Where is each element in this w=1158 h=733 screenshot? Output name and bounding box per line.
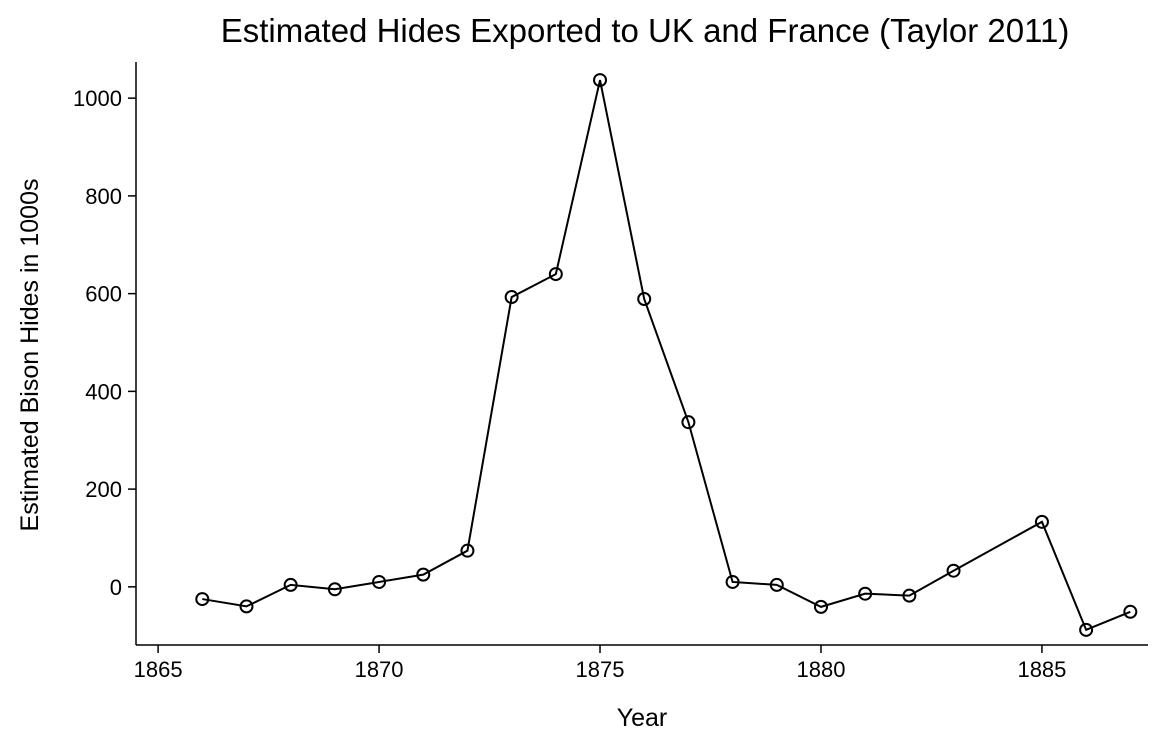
point [239, 599, 254, 614]
x-tick-label: 1875 [576, 657, 625, 682]
x-tick-label: 1865 [134, 657, 183, 682]
point [858, 586, 873, 601]
point [593, 73, 608, 88]
y-tick-label: 200 [85, 477, 122, 502]
x-axis-label: Year [617, 704, 668, 732]
chart-title: Estimated Hides Exported to UK and Franc… [221, 12, 1070, 49]
point [195, 592, 210, 607]
point [769, 577, 784, 592]
point [681, 415, 696, 430]
point [416, 567, 431, 582]
point [902, 588, 917, 603]
x-tick-label: 1880 [797, 657, 846, 682]
y-tick-label: 1000 [73, 86, 122, 111]
point [460, 543, 475, 558]
point [1034, 514, 1049, 529]
y-tick-label: 600 [85, 282, 122, 307]
point [372, 574, 387, 589]
x-tick-label: 1870 [355, 657, 404, 682]
point [283, 577, 298, 592]
point [725, 574, 740, 589]
point [548, 267, 563, 282]
y-tick-label: 800 [85, 184, 122, 209]
y-tick-label: 0 [110, 575, 122, 600]
y-tick-label: 400 [85, 379, 122, 404]
point [504, 290, 519, 305]
point [637, 292, 652, 307]
y-axis-label: Estimated Bison Hides in 1000s [16, 179, 44, 532]
point [1123, 604, 1138, 619]
point [1079, 622, 1094, 637]
line [202, 79, 1131, 632]
x-tick-label: 1885 [1017, 657, 1066, 682]
point [946, 563, 961, 578]
point [327, 582, 342, 597]
point [813, 599, 828, 614]
